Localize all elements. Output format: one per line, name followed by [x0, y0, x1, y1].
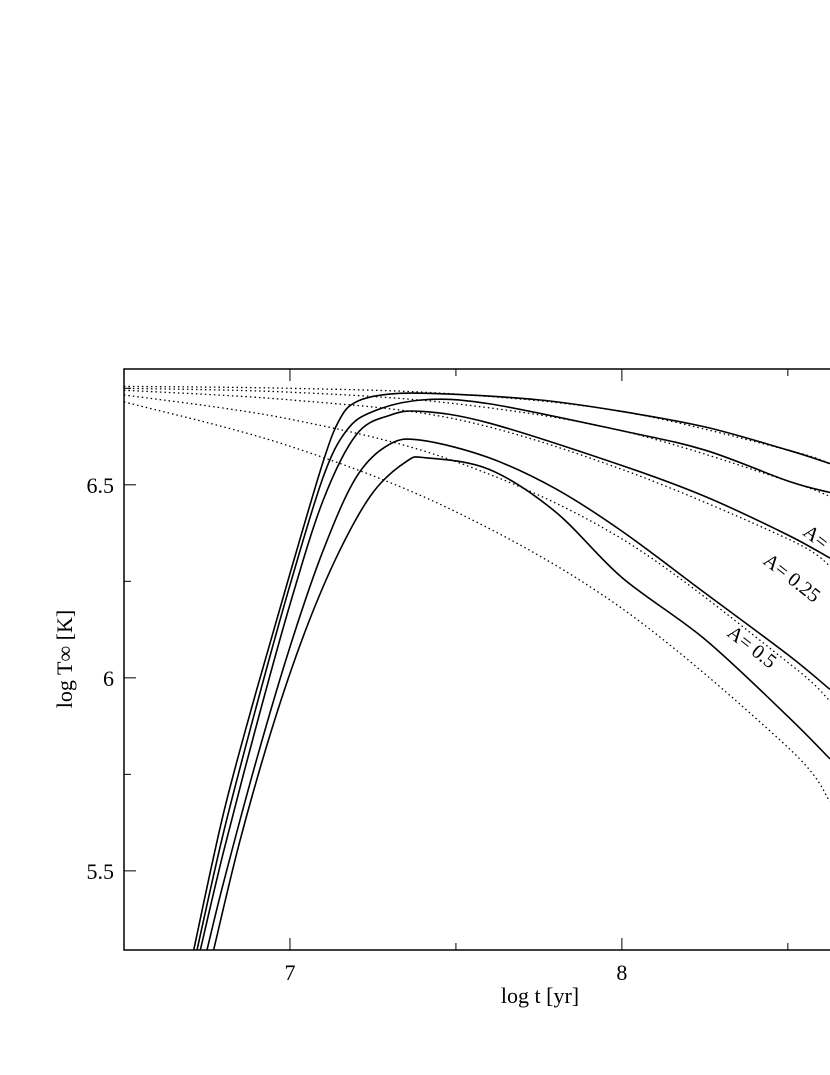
plot-frame: [123, 368, 830, 951]
x-tick-label: 7: [284, 960, 295, 985]
curve-annotation: A= 0.25: [759, 549, 824, 607]
curve-annotation: A=: [799, 521, 830, 554]
y-tick-label: 6: [103, 666, 114, 691]
solid-curve: [206, 438, 830, 951]
dotted-curve: [123, 385, 830, 465]
y-tick-label: 6.5: [87, 473, 115, 498]
solid-curve: [212, 456, 830, 951]
y-tick-label: 5.5: [87, 859, 115, 884]
solid-curve: [199, 410, 830, 951]
solid-curve: [196, 398, 830, 951]
x-tick-label: 8: [616, 960, 627, 985]
solid-curve: [192, 392, 830, 951]
dotted-curve: [123, 401, 830, 802]
dotted-curve: [123, 389, 830, 567]
x-axis-label: log t [yr]: [501, 983, 579, 1008]
dotted-curve: [123, 394, 830, 702]
y-axis-label: log T∞ [K]: [52, 610, 77, 708]
dotted-curve: [123, 387, 830, 498]
curve-annotation: A= 0.5: [723, 621, 780, 673]
